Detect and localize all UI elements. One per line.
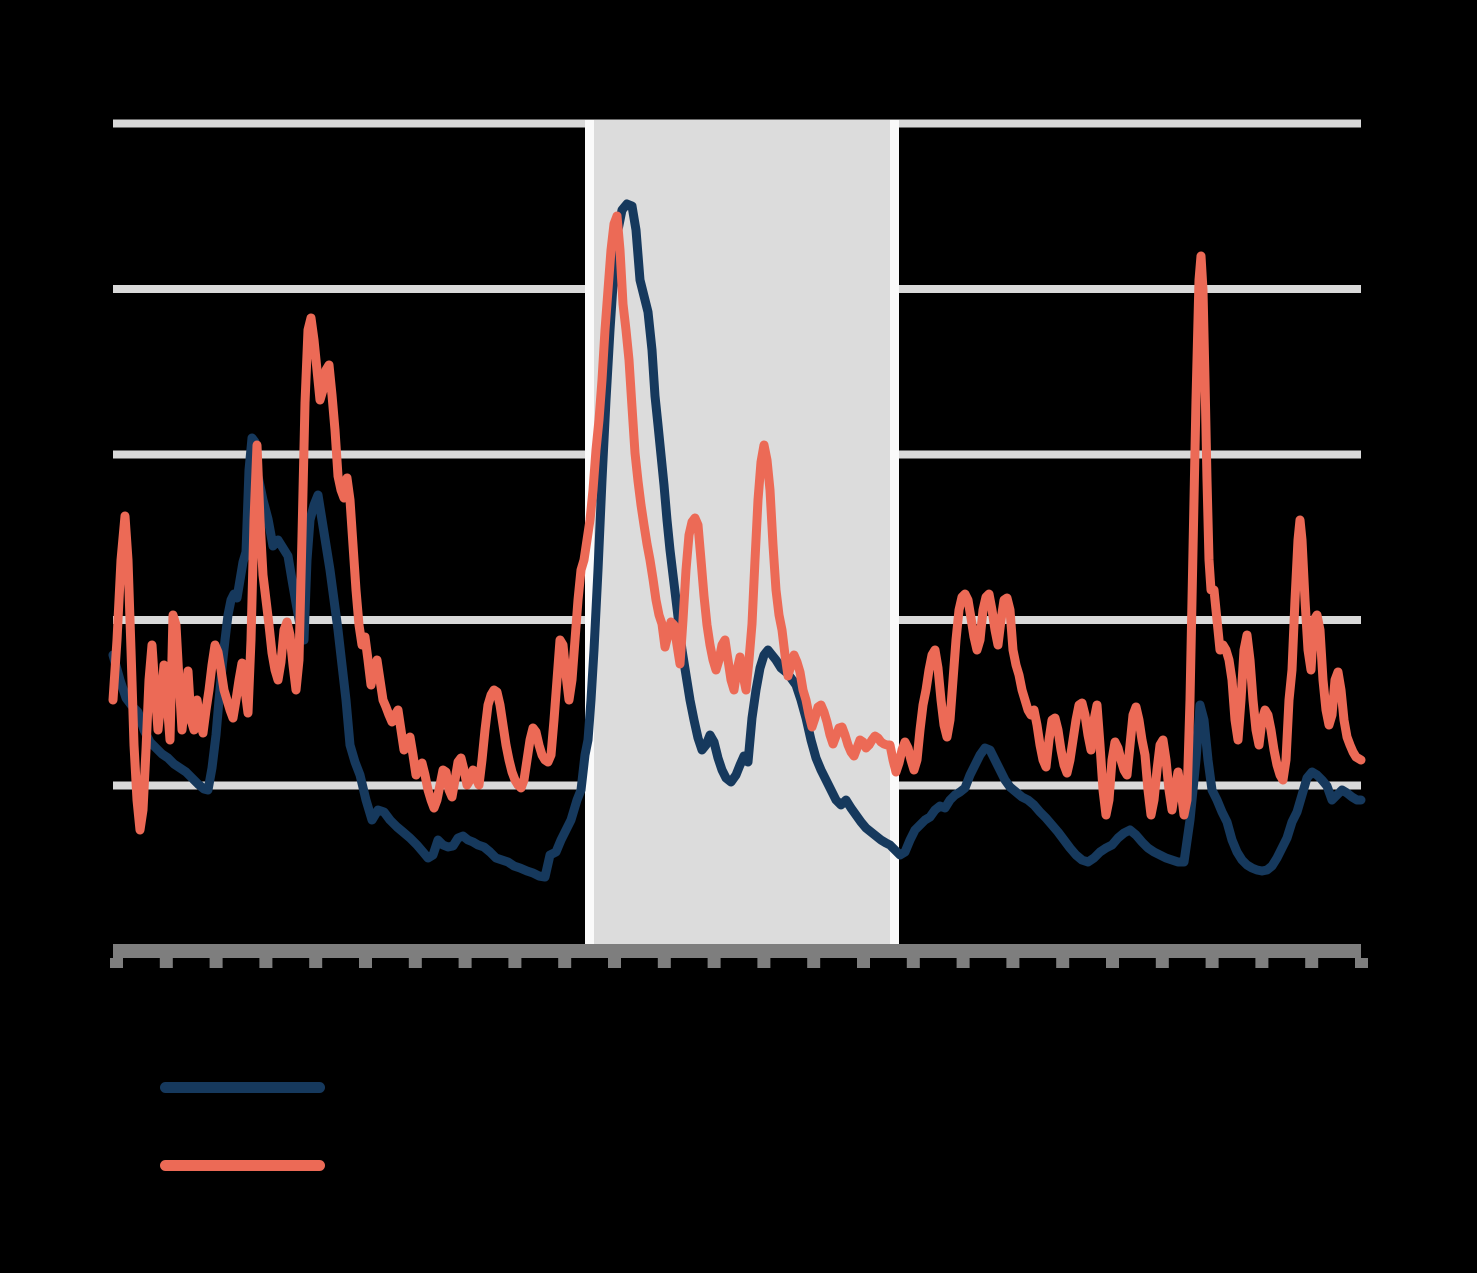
- x-axis-tick: [1056, 958, 1070, 968]
- x-axis-tick: [209, 958, 223, 968]
- x-axis-tick: [508, 958, 522, 968]
- x-axis-tick: [857, 958, 870, 968]
- x-axis-tick: [608, 958, 621, 968]
- x-axis-tick: [1006, 958, 1020, 968]
- legend-navy-swatch: [160, 1082, 325, 1093]
- series-navy-line: [108, 199, 1366, 882]
- x-axis-tick: [757, 958, 771, 968]
- x-axis-tick: [707, 958, 721, 968]
- x-axis-tick: [956, 958, 970, 968]
- x-axis-tick: [159, 958, 173, 968]
- x-axis-tick: [1305, 958, 1319, 968]
- x-axis-tick: [657, 958, 671, 968]
- x-axis-tick: [1106, 958, 1119, 968]
- x-axis-tick: [359, 958, 372, 968]
- band-edge-right: [890, 120, 899, 946]
- x-axis-tick: [807, 958, 821, 968]
- x-axis-tick: [1155, 958, 1169, 968]
- x-axis-line: [113, 944, 1361, 958]
- x-axis-tick: [906, 958, 920, 968]
- series-salmon-line: [108, 211, 1366, 835]
- x-axis-tick: [458, 958, 472, 968]
- legend-salmon-swatch: [160, 1160, 325, 1171]
- x-axis-tick: [110, 958, 123, 968]
- x-axis-tick: [259, 958, 273, 968]
- x-axis-tick: [558, 958, 572, 968]
- x-axis-tick: [1255, 958, 1269, 968]
- x-axis-tick: [309, 958, 323, 968]
- x-axis-tick: [408, 958, 422, 968]
- x-axis-tick: [1355, 958, 1368, 968]
- x-axis-tick: [1205, 958, 1219, 968]
